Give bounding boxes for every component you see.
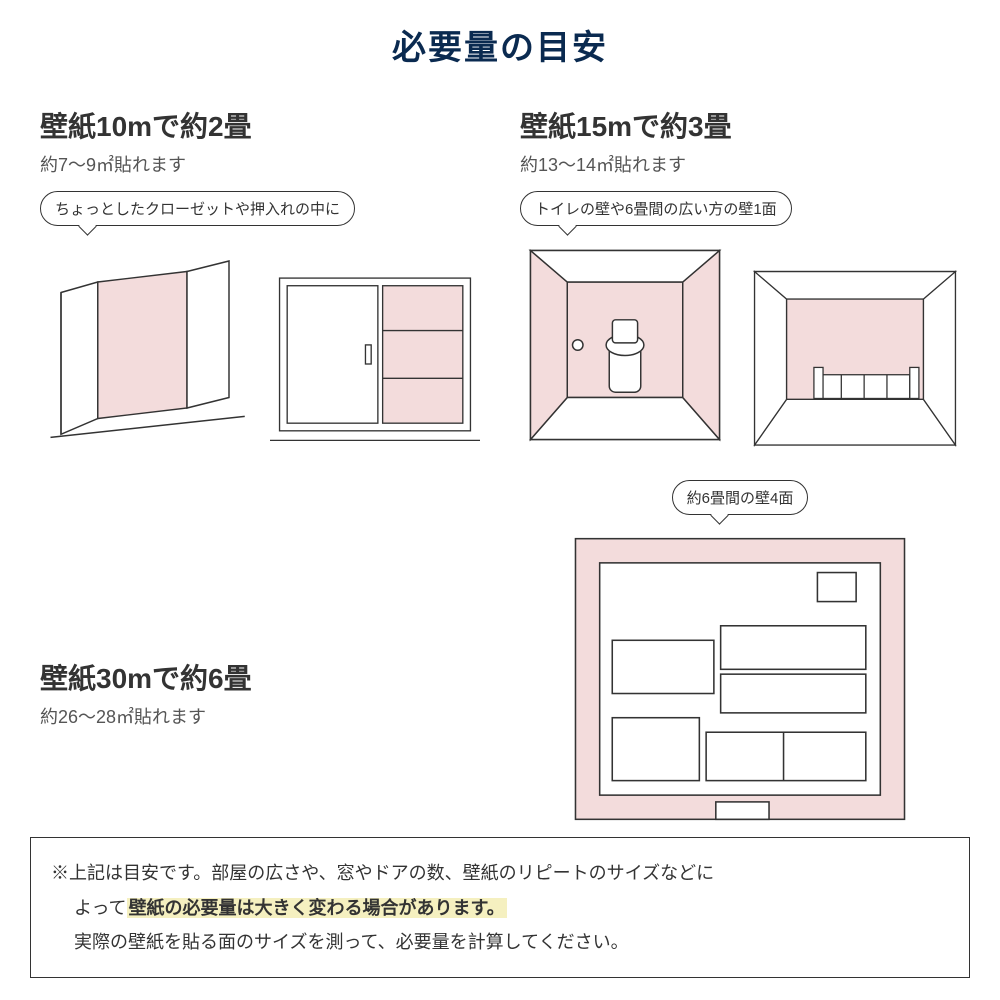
cell-30m-illus: 約6畳間の壁4面 xyxy=(520,480,960,829)
bubble-30m: 約6畳間の壁4面 xyxy=(672,480,809,515)
page-title: 必要量の目安 xyxy=(40,20,960,69)
note-line-3: 実際の壁紙を貼る面のサイズを測って、必要量を計算してください。 xyxy=(51,925,949,959)
cell-30m-title: 壁紙30mで約6畳 xyxy=(40,657,480,697)
toilet-room-icon xyxy=(520,240,730,450)
closet-icon xyxy=(40,240,250,450)
room-wall-icon xyxy=(750,267,960,450)
oshiire-icon xyxy=(270,259,480,450)
cell-15m-title: 壁紙15mで約3畳 xyxy=(520,105,960,145)
illus-row-10m xyxy=(40,240,480,450)
cell-10m: 壁紙10mで約2畳 約7～9㎡貼れます ちょっとしたクローゼットや押入れの中に xyxy=(40,105,480,450)
cell-10m-title: 壁紙10mで約2畳 xyxy=(40,105,480,145)
cell-15m: 壁紙15mで約3畳 約13～14㎡貼れます トイレの壁や6畳間の広い方の壁1面 xyxy=(520,105,960,450)
note-line-2-prefix: よって xyxy=(51,898,127,918)
floorplan-icon xyxy=(560,529,920,829)
illus-row-15m xyxy=(520,240,960,450)
cell-30m-sub: 約26～28㎡貼れます xyxy=(40,703,480,729)
note-box: ※上記は目安です。部屋の広さや、窓やドアの数、壁紙のリピートのサイズなどに よっ… xyxy=(30,837,970,978)
bubble-15m: トイレの壁や6畳間の広い方の壁1面 xyxy=(520,191,792,226)
note-line-1: ※上記は目安です。部屋の広さや、窓やドアの数、壁紙のリピートのサイズなどに xyxy=(51,856,949,890)
cell-10m-sub: 約7～9㎡貼れます xyxy=(40,151,480,177)
note-highlight: 壁紙の必要量は大きく変わる場合があります。 xyxy=(127,898,507,918)
bubble-10m: ちょっとしたクローゼットや押入れの中に xyxy=(40,191,355,226)
note-line-2: よって壁紙の必要量は大きく変わる場合があります。 xyxy=(51,891,949,925)
cell-15m-sub: 約13～14㎡貼れます xyxy=(520,151,960,177)
cell-30m: 壁紙30mで約6畳 約26～28㎡貼れます xyxy=(40,480,480,829)
content-grid: 壁紙10mで約2畳 約7～9㎡貼れます ちょっとしたクローゼットや押入れの中に xyxy=(40,105,960,829)
